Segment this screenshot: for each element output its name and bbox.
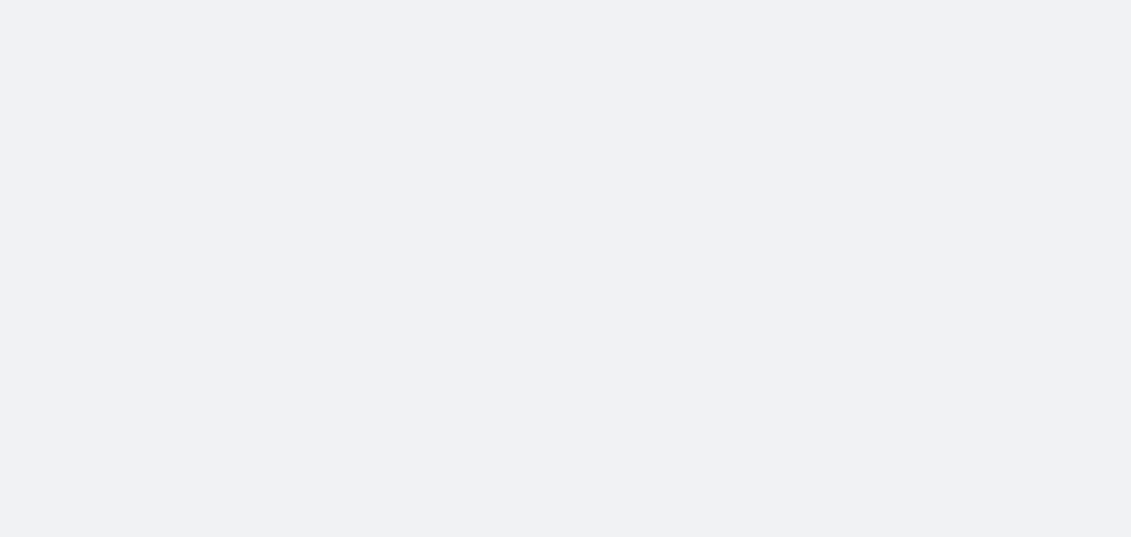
circuit-diagram (0, 0, 1131, 537)
